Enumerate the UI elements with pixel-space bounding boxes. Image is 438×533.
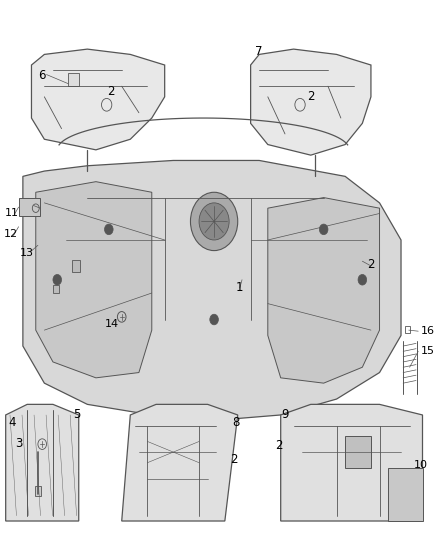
PathPatch shape [281, 405, 423, 521]
PathPatch shape [6, 405, 79, 521]
PathPatch shape [122, 405, 238, 521]
Text: 14: 14 [105, 319, 119, 329]
Text: 2: 2 [275, 439, 283, 453]
Bar [35, 486, 41, 496]
Text: 3: 3 [15, 437, 22, 450]
Text: 2: 2 [367, 257, 374, 271]
Bar [72, 260, 80, 272]
Text: 2: 2 [107, 85, 115, 98]
Circle shape [199, 203, 229, 240]
Text: 15: 15 [420, 346, 434, 357]
PathPatch shape [251, 49, 371, 155]
Text: 4: 4 [8, 416, 16, 429]
Circle shape [105, 224, 113, 235]
PathPatch shape [32, 49, 165, 150]
Circle shape [210, 314, 219, 325]
Bar [345, 436, 371, 468]
Bar [68, 73, 79, 86]
Bar [53, 285, 60, 293]
Text: 8: 8 [232, 416, 239, 429]
Text: 1: 1 [236, 281, 244, 294]
PathPatch shape [268, 198, 380, 383]
PathPatch shape [23, 160, 401, 420]
Text: 5: 5 [73, 408, 80, 421]
Text: 11: 11 [5, 208, 19, 218]
Text: 9: 9 [281, 408, 289, 421]
PathPatch shape [388, 468, 423, 521]
Text: 6: 6 [39, 69, 46, 82]
Circle shape [53, 274, 62, 285]
Text: 7: 7 [255, 45, 263, 58]
Circle shape [191, 192, 238, 251]
Text: 2: 2 [307, 90, 314, 103]
Bar [405, 326, 410, 333]
Text: 16: 16 [420, 326, 434, 336]
Text: 2: 2 [230, 453, 237, 466]
Circle shape [358, 274, 367, 285]
Text: 13: 13 [20, 248, 34, 258]
Text: 10: 10 [413, 460, 427, 470]
Circle shape [319, 224, 328, 235]
Bar [18, 198, 40, 216]
Text: 12: 12 [4, 229, 18, 239]
PathPatch shape [36, 182, 152, 378]
